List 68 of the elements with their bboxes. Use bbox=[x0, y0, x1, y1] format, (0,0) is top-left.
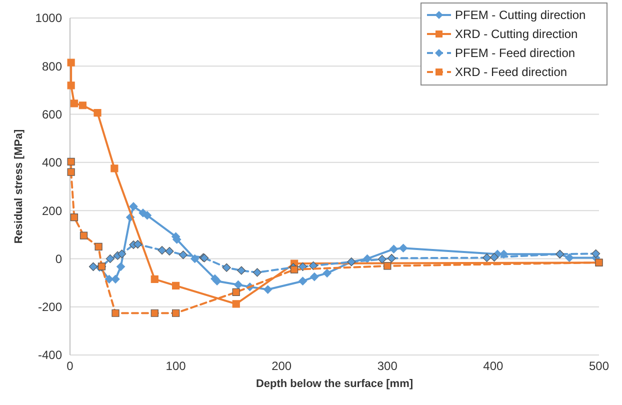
y-tick-label: 800 bbox=[42, 59, 62, 74]
legend-label: XRD - Feed direction bbox=[455, 65, 568, 80]
point bbox=[112, 309, 120, 317]
point bbox=[387, 254, 396, 263]
point bbox=[94, 109, 102, 117]
point bbox=[310, 272, 319, 282]
point bbox=[70, 100, 78, 108]
x-tick-label: 500 bbox=[588, 359, 610, 373]
point bbox=[165, 246, 174, 256]
y-axis-title: Residual stress [MPa] bbox=[13, 129, 25, 244]
point bbox=[116, 262, 126, 271]
legend-label: PFEM - Feed direction bbox=[455, 46, 576, 60]
x-tick-label: 300 bbox=[377, 359, 398, 373]
point bbox=[252, 268, 262, 277]
point bbox=[264, 285, 272, 294]
point bbox=[111, 274, 120, 284]
y-tick-label: 600 bbox=[42, 107, 62, 122]
point bbox=[309, 261, 318, 270]
point bbox=[389, 244, 398, 254]
point bbox=[237, 266, 246, 275]
y-tick-label: 1000 bbox=[35, 11, 62, 26]
point bbox=[67, 58, 75, 66]
point bbox=[234, 280, 243, 290]
x-tick-label: 400 bbox=[483, 359, 504, 373]
point bbox=[298, 262, 308, 271]
point bbox=[592, 249, 600, 258]
point bbox=[490, 252, 499, 262]
point bbox=[290, 266, 298, 274]
point bbox=[172, 282, 180, 290]
y-tick-label: -400 bbox=[38, 348, 62, 362]
y-tick-label: 200 bbox=[42, 204, 62, 218]
point bbox=[150, 275, 158, 283]
point bbox=[232, 288, 240, 296]
y-tick-label: 400 bbox=[42, 156, 62, 170]
point bbox=[133, 240, 142, 249]
point bbox=[106, 254, 115, 264]
x-tick-label: 100 bbox=[166, 359, 186, 373]
point bbox=[150, 309, 158, 317]
point bbox=[80, 232, 88, 240]
point bbox=[232, 300, 240, 308]
point bbox=[78, 102, 86, 110]
point bbox=[67, 82, 75, 90]
x-axis-title: Depth below the surface [mm] bbox=[256, 378, 414, 390]
x-tick-label: 0 bbox=[66, 359, 74, 373]
point bbox=[129, 202, 138, 211]
point bbox=[94, 242, 102, 250]
point bbox=[70, 214, 78, 222]
point bbox=[565, 253, 574, 262]
point bbox=[482, 253, 492, 262]
point bbox=[110, 164, 118, 172]
point bbox=[158, 246, 166, 255]
point bbox=[398, 244, 408, 252]
point bbox=[298, 276, 308, 286]
legend-label: XRD - Cutting direction bbox=[455, 27, 578, 42]
legend-label: PFEM - Cutting direction bbox=[455, 8, 586, 22]
x-tick-label: 200 bbox=[272, 359, 292, 373]
point bbox=[222, 263, 231, 272]
point bbox=[118, 250, 126, 258]
y-tick-label: -200 bbox=[38, 300, 62, 314]
point bbox=[378, 254, 386, 264]
y-tick-label: 0 bbox=[55, 252, 62, 266]
point bbox=[67, 168, 75, 176]
point bbox=[322, 268, 332, 278]
point bbox=[178, 250, 188, 260]
point bbox=[172, 309, 180, 317]
point bbox=[212, 276, 222, 286]
point bbox=[384, 262, 392, 270]
point bbox=[67, 158, 75, 166]
